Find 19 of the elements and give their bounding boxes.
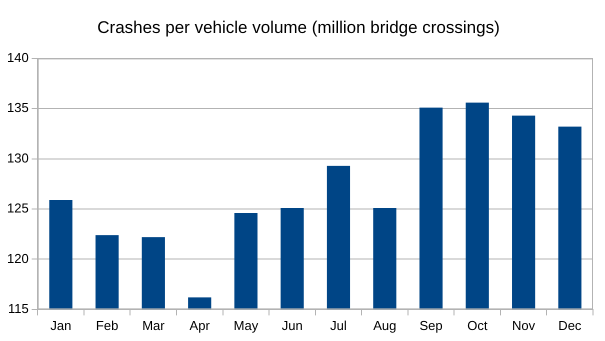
x-tick-label: Nov — [512, 318, 536, 333]
x-tick-label: Feb — [96, 318, 118, 333]
x-tick-label: Jan — [50, 318, 72, 333]
x-tick-label: Aug — [373, 318, 396, 333]
y-tick-label: 125 — [6, 200, 29, 216]
x-tick-label: May — [234, 318, 259, 333]
y-tick-label: 115 — [8, 300, 29, 316]
x-tick-label: Dec — [558, 318, 582, 333]
x-tick-label: Sep — [419, 318, 443, 333]
y-tick-label: 130 — [6, 150, 29, 166]
x-tick-label: Mar — [142, 318, 166, 333]
x-tick-label: Jun — [282, 318, 303, 333]
chart-title: Crashes per vehicle volume (million bridge crossings) — [97, 18, 500, 37]
y-tick-label: 135 — [6, 100, 29, 116]
y-tick-label: 120 — [6, 250, 29, 266]
x-tick-label: Apr — [190, 318, 210, 333]
x-tick-label: Jul — [330, 318, 347, 333]
y-tick-label: 140 — [6, 50, 29, 65]
x-tick-label: Oct — [467, 318, 488, 333]
